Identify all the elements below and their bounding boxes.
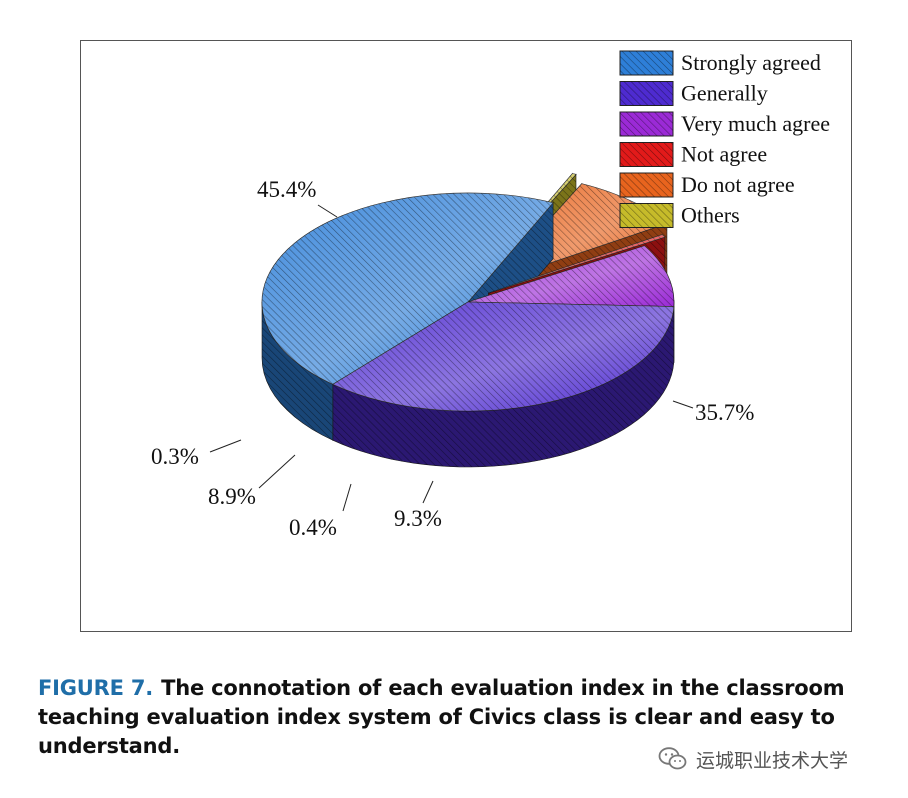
wechat-icon (658, 747, 687, 770)
legend-item-not-agree: Not agree (619, 142, 767, 167)
legend-label: Strongly agreed (681, 50, 821, 75)
caption-text: The connotation of each evaluation index… (38, 676, 845, 758)
data-label-do-not-agree: 8.9% (208, 484, 256, 509)
pie-chart: 45.4% 35.7% 9.3% 0.4% 8.9% 0.3% Strongly agre… (151, 50, 830, 540)
chart-frame: 45.4% 35.7% 9.3% 0.4% 8.9% 0.3% Strongly agre… (80, 40, 852, 632)
leader-line-do-not-agree (258, 454, 296, 489)
data-label-generally: 35.7% (695, 400, 754, 425)
legend-item-generally: Generally (619, 81, 768, 106)
data-label-strongly-agreed: 45.4% (257, 177, 316, 202)
legend-label: Generally (681, 81, 768, 106)
figure-caption: FIGURE 7. The connotation of each evaluat… (38, 674, 868, 761)
data-label-very-much-agree: 9.3% (394, 506, 442, 531)
leader-line-very-much-agree (422, 480, 434, 504)
data-label-not-agree: 0.4% (289, 515, 337, 540)
legend-item-others: Others (619, 203, 740, 228)
legend-item-do-not-agree: Do not agree (619, 172, 795, 198)
legend-label: Very much agree (681, 111, 830, 136)
legend-item-strongly-agreed: Strongly agreed (619, 50, 821, 76)
watermark: 运城职业技术大学 (658, 742, 848, 776)
leader-line-strongly-agreed (317, 204, 338, 218)
legend-label: Others (681, 203, 740, 228)
legend-item-very-much-agree: Very much agree (619, 111, 830, 137)
legend-label: Do not agree (681, 172, 795, 197)
figure-label: FIGURE 7. (38, 676, 154, 700)
watermark-text: 运城职业技术大学 (696, 749, 849, 772)
data-label-others: 0.3% (151, 444, 199, 469)
leader-line-not-agree (342, 483, 352, 512)
leader-line-others (209, 439, 242, 453)
legend-label: Not agree (681, 142, 767, 167)
leader-line-generally (672, 400, 694, 409)
slice-generally (332, 301, 675, 468)
